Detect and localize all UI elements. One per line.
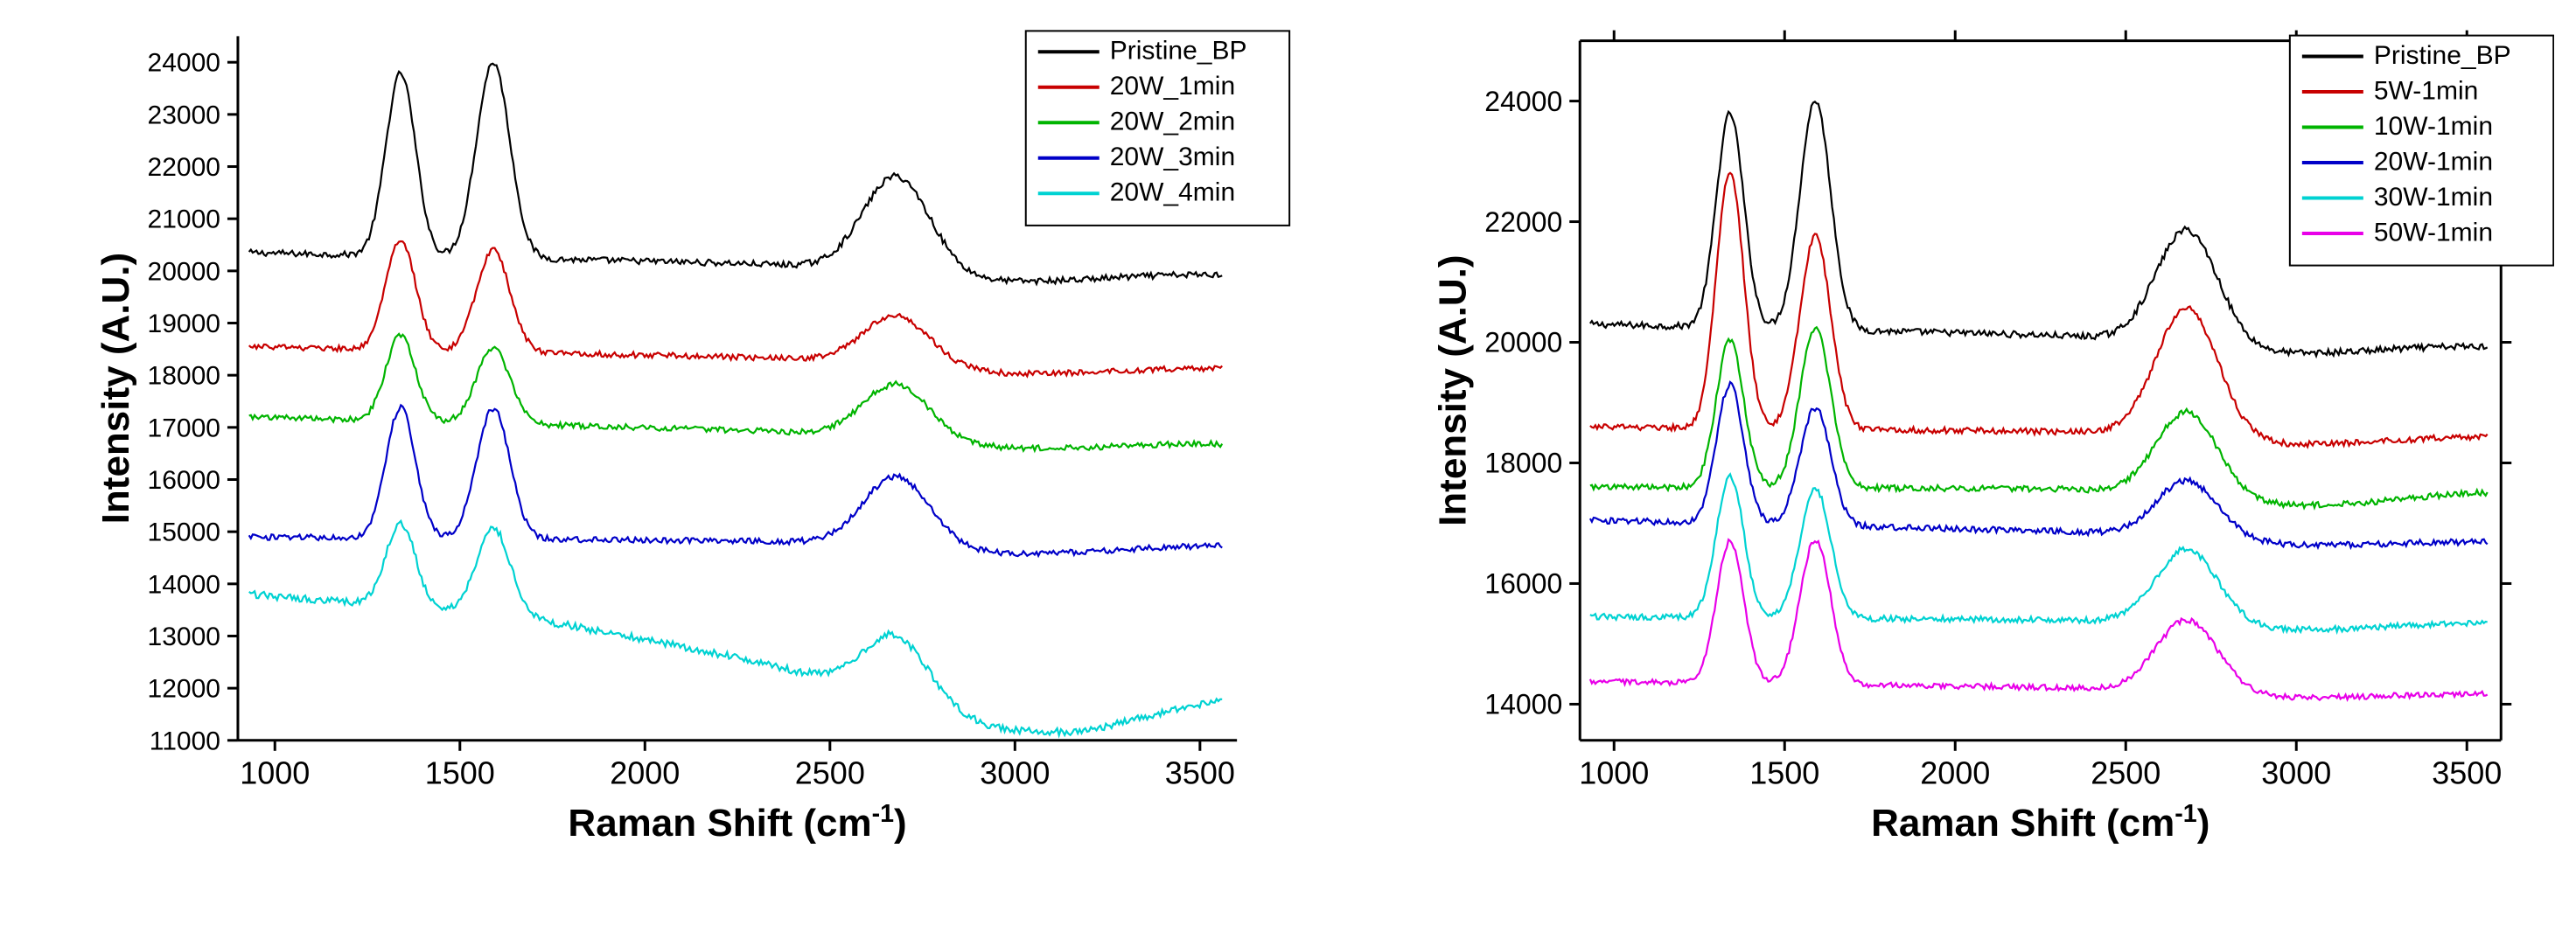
legend-label: 20W-1min bbox=[2374, 147, 2493, 176]
chart-svg: 1000 1500 2000 2500 3000 3500 11000 12000 13000 1… bbox=[22, 9, 1308, 923]
y-tick-label: 21000 bbox=[148, 205, 220, 234]
y-tick-label: 18000 bbox=[148, 362, 220, 391]
x-tick-label: 1000 bbox=[240, 755, 310, 791]
y-tick-label: 15000 bbox=[148, 518, 220, 547]
x-tick-label: 2000 bbox=[1920, 755, 1990, 791]
x-tick-label: 1500 bbox=[425, 755, 495, 791]
x-tick-label: 1500 bbox=[1749, 755, 1819, 791]
y-tick-label: 17000 bbox=[148, 414, 220, 442]
y-tick-label: 23000 bbox=[148, 101, 220, 129]
y-tick-label: 16000 bbox=[148, 466, 220, 495]
x-tick-label: 3000 bbox=[980, 755, 1050, 791]
legend-label: 20W_4min bbox=[1110, 178, 1235, 207]
chart-svg: 1000 1500 2000 2500 3000 3500 14000 16000 18000 2… bbox=[1373, 9, 2554, 923]
legend-label: 30W-1min bbox=[2374, 183, 2493, 212]
legend-label: 20W_1min bbox=[1110, 72, 1235, 101]
y-tick-label: 11000 bbox=[150, 727, 220, 755]
y-tick-label: 24000 bbox=[1484, 86, 1562, 117]
y-tick-label: 14000 bbox=[1484, 689, 1562, 720]
y-tick-label: 12000 bbox=[148, 675, 220, 704]
y-tick-label: 14000 bbox=[148, 570, 220, 599]
y-axis-title: Intensity (A.U.) bbox=[1431, 254, 1474, 525]
x-tick-label: 3000 bbox=[2261, 755, 2331, 791]
y-tick-label: 13000 bbox=[148, 622, 220, 651]
y-tick-label: 22000 bbox=[148, 153, 220, 182]
x-tick-label: 3500 bbox=[2432, 755, 2502, 791]
x-axis-title: Raman Shift (cm-1) bbox=[568, 800, 906, 845]
y-axis-title: Intensity (A.U.) bbox=[94, 253, 137, 524]
y-tick-label: 16000 bbox=[1484, 568, 1562, 600]
legend-label: 5W-1min bbox=[2374, 76, 2478, 105]
raman-chart-left: 1000 1500 2000 2500 3000 3500 11000 12000 13000 1… bbox=[22, 9, 1308, 923]
legend-label: Pristine_BP bbox=[2374, 41, 2511, 70]
y-tick-label: 20000 bbox=[1484, 327, 1562, 358]
x-tick-label: 1000 bbox=[1579, 755, 1649, 791]
y-tick-label: 19000 bbox=[148, 310, 220, 338]
y-tick-label: 24000 bbox=[148, 49, 220, 78]
x-axis-title: Raman Shift (cm-1) bbox=[1871, 800, 2209, 845]
x-tick-label: 2500 bbox=[795, 755, 865, 791]
x-tick-label: 3500 bbox=[1165, 755, 1235, 791]
y-tick-label: 22000 bbox=[1484, 206, 1562, 238]
legend-label: 10W-1min bbox=[2374, 112, 2493, 141]
legend-label: Pristine_BP bbox=[1110, 37, 1247, 66]
legend-label: 50W-1min bbox=[2374, 218, 2493, 247]
raman-chart-right: 1000 1500 2000 2500 3000 3500 14000 16000 18000 2… bbox=[1373, 9, 2554, 923]
legend-label: 20W_3min bbox=[1110, 143, 1235, 171]
figure-page: 1000 1500 2000 2500 3000 3500 11000 12000 13000 1… bbox=[0, 0, 2576, 932]
y-tick-label: 20000 bbox=[148, 257, 220, 286]
legend-label: 20W_2min bbox=[1110, 108, 1235, 136]
x-tick-label: 2500 bbox=[2091, 755, 2161, 791]
x-tick-label: 2000 bbox=[610, 755, 680, 791]
y-tick-label: 18000 bbox=[1484, 448, 1562, 479]
